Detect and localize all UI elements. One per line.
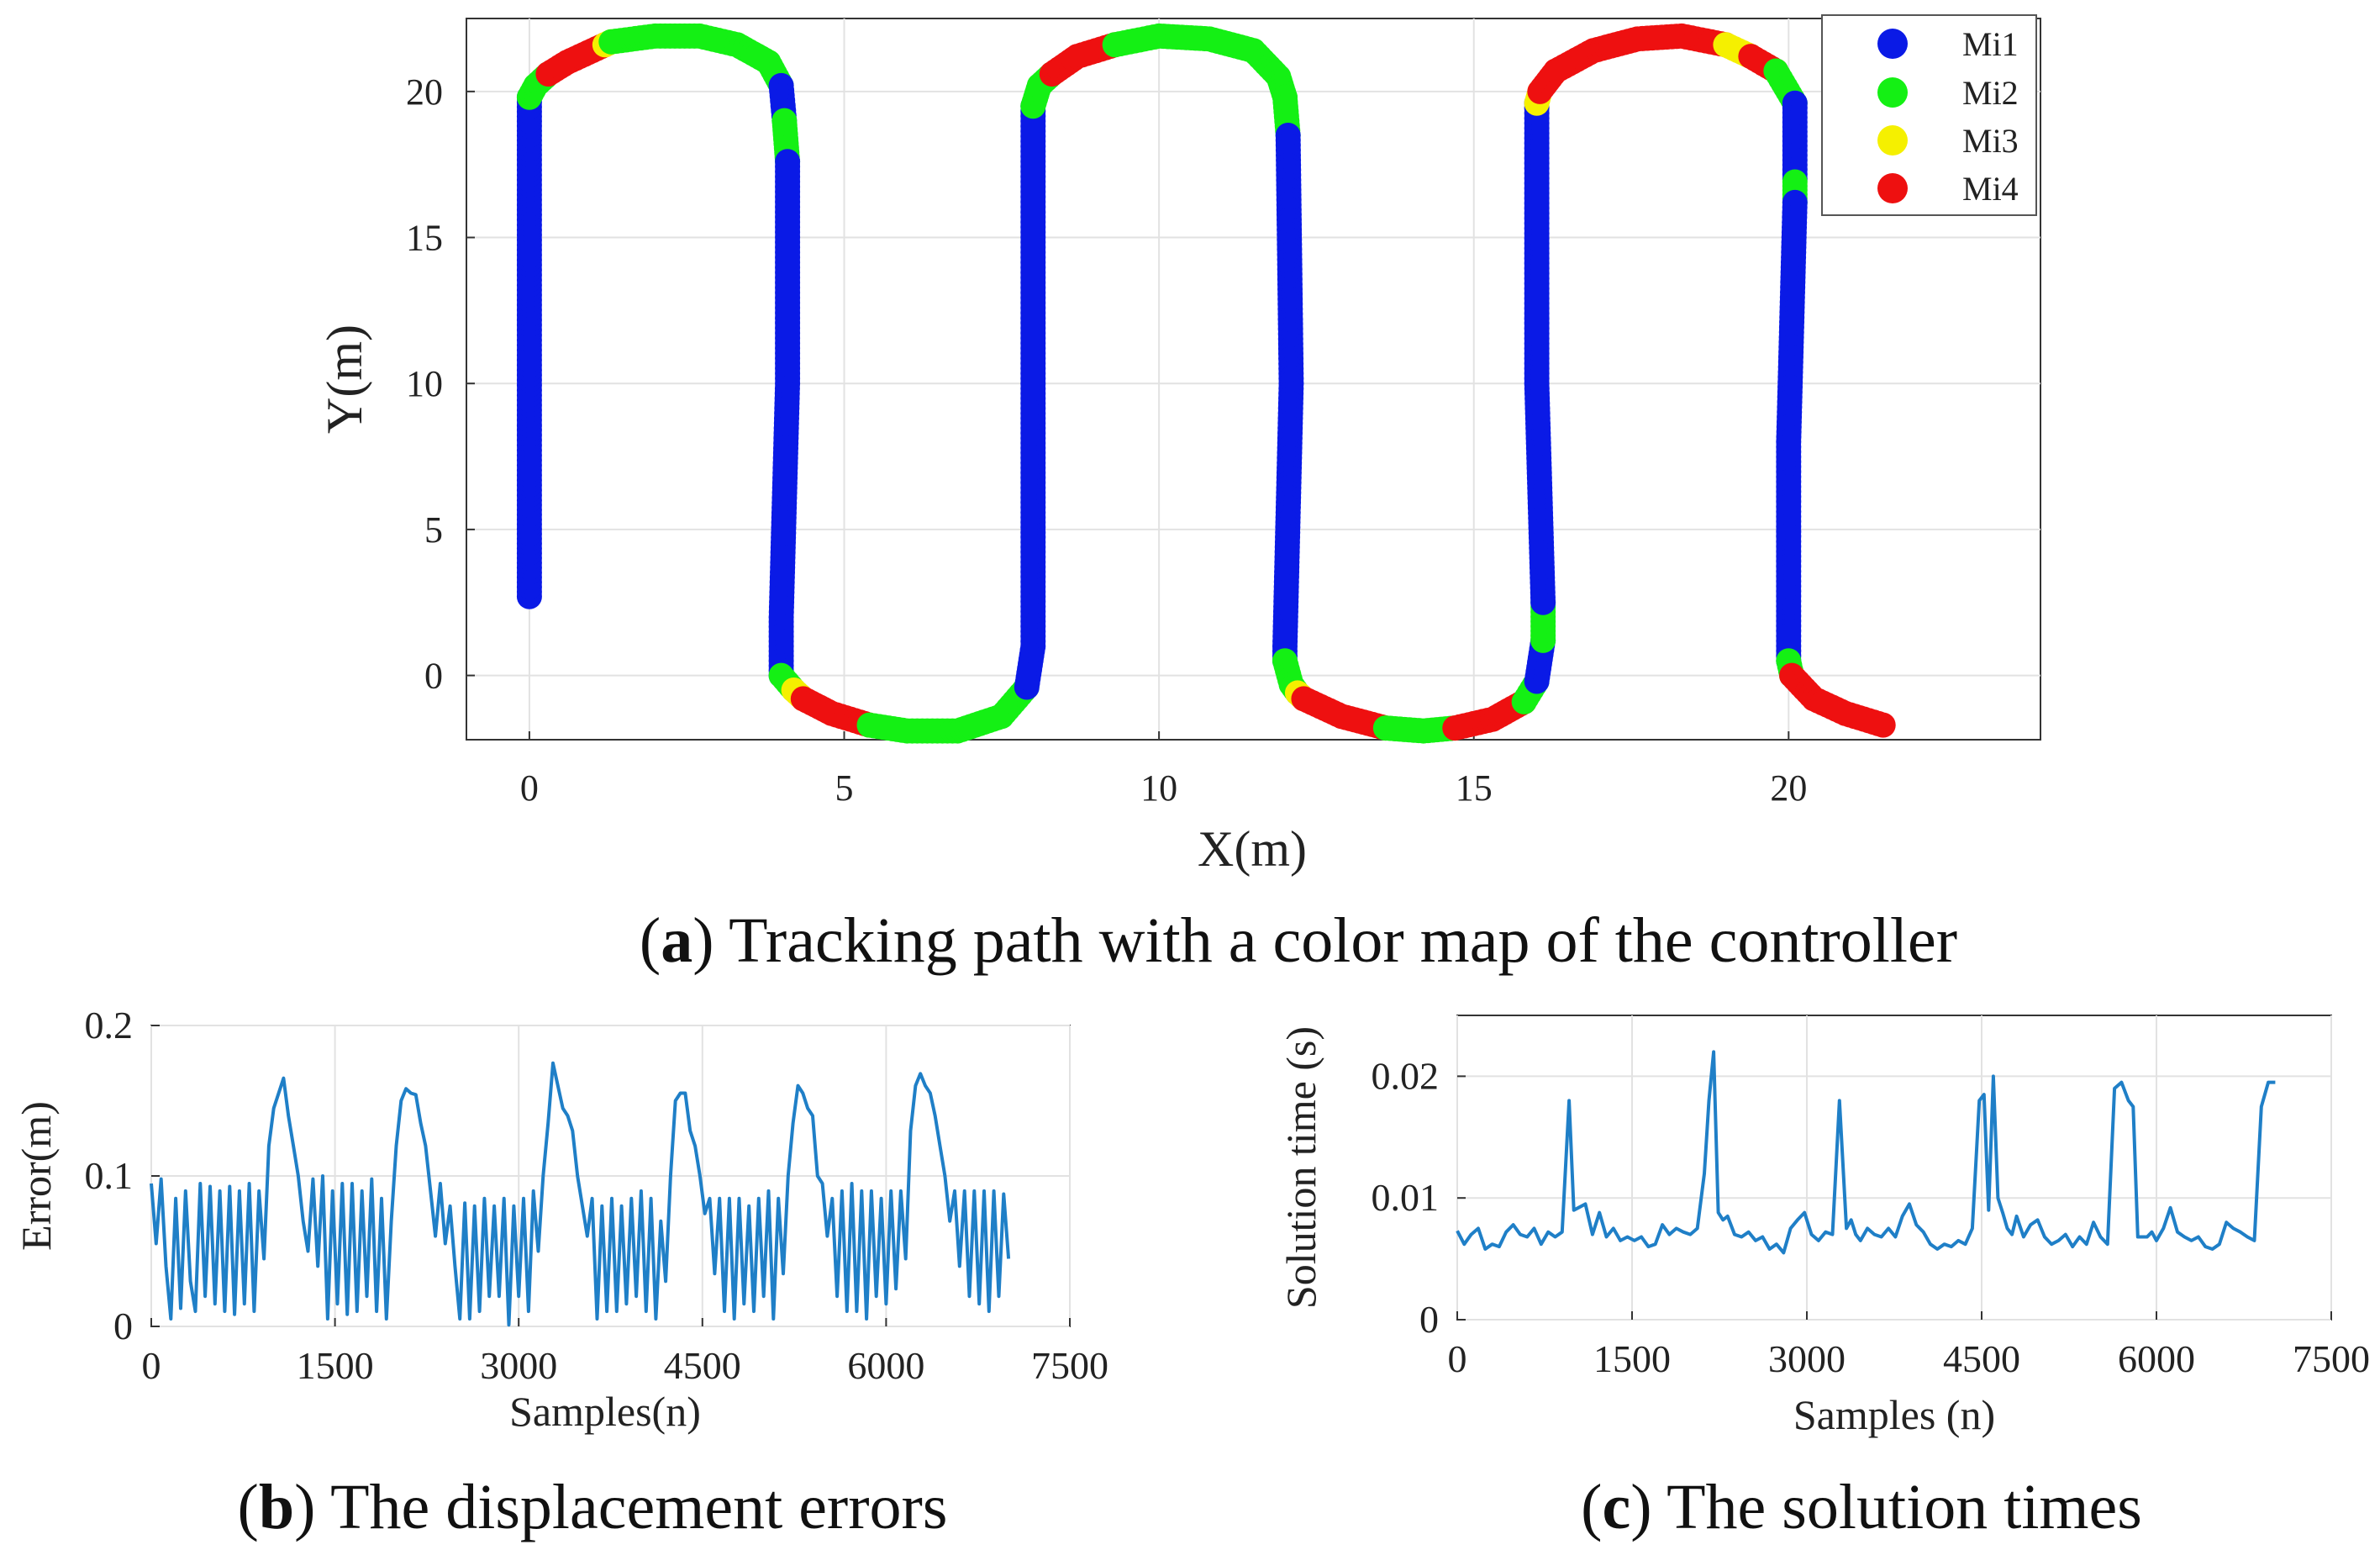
x-tick-label: 6000 xyxy=(847,1344,924,1387)
panel-c-grid xyxy=(1456,1015,2332,1321)
caption-b: (b) The displacement errors xyxy=(238,1472,948,1542)
x-tick-label: 1500 xyxy=(1593,1337,1671,1380)
x-tick-label: 3000 xyxy=(1768,1337,1846,1380)
x-tick-label: 1500 xyxy=(297,1344,374,1387)
x-tick-label: 7500 xyxy=(2293,1337,2370,1380)
x-tick-label: 6000 xyxy=(2118,1337,2195,1380)
caption-c-text: ) The solution times xyxy=(1630,1472,2142,1542)
y-tick-label: 0.1 xyxy=(85,1154,134,1197)
x-tick-label: 15 xyxy=(1456,767,1493,809)
legend-label-mi3: Mi3 xyxy=(1962,122,2019,160)
x-tick-label: 20 xyxy=(1770,767,1807,809)
panel-c-ylabel: Solution time (s) xyxy=(1277,1026,1324,1309)
caption-a: (a) Tracking path with a color map of th… xyxy=(640,905,1957,976)
x-tick-label: 4500 xyxy=(664,1344,741,1387)
panel-a-legend: Mi1 Mi2 Mi3 Mi4 xyxy=(1821,14,2037,216)
legend-label-mi1: Mi1 xyxy=(1962,25,2019,63)
y-tick-label: 0 xyxy=(113,1305,133,1347)
panel-a-xlabel: X(m) xyxy=(1198,821,1307,877)
x-tick-label: 0 xyxy=(520,767,539,809)
legend-marker-mi3 xyxy=(1877,125,1908,156)
y-tick-label: 0.2 xyxy=(85,1004,134,1047)
y-tick-label: 20 xyxy=(406,71,443,113)
panel-a-ticks: 0 5 10 15 20 0 5 10 15 20 xyxy=(406,71,1807,809)
caption-b-letter: b xyxy=(259,1472,294,1542)
legend-marker-mi2 xyxy=(1877,77,1908,108)
y-tick-label: 15 xyxy=(406,218,443,259)
panel-c-axes-box xyxy=(1456,1015,2332,1321)
y-tick-label: 0 xyxy=(424,656,443,697)
x-tick-label: 5 xyxy=(835,767,854,809)
x-tick-label: 3000 xyxy=(480,1344,557,1387)
panel-a-tracking-path: 0 5 10 15 20 0 5 10 15 20 X(m) Y(m) Mi1 Mi2 Mi3 M… xyxy=(317,14,2041,976)
y-tick-label: 5 xyxy=(424,509,443,551)
panel-a-ylabel: Y(m) xyxy=(317,324,372,434)
x-tick-label: 7500 xyxy=(1031,1344,1108,1387)
y-tick-label: 0.02 xyxy=(1372,1054,1440,1097)
legend-label-mi2: Mi2 xyxy=(1962,74,2019,112)
caption-a-letter: a xyxy=(661,905,692,976)
panel-c-ticks: 0 1500 3000 4500 6000 7500 0 0.01 0.02 xyxy=(1372,1054,2371,1380)
panel-a-path-markers xyxy=(516,23,1896,744)
y-tick-label: 0 xyxy=(1419,1298,1439,1341)
panel-b-ticks: 0 1500 3000 4500 6000 7500 0 0.1 0.2 xyxy=(85,1004,1109,1387)
x-tick-label: 10 xyxy=(1140,767,1177,809)
legend-marker-mi1 xyxy=(1877,29,1908,59)
panel-c-xlabel: Samples (n) xyxy=(1793,1391,1995,1438)
panel-b-xlabel: Samples(n) xyxy=(509,1388,701,1435)
x-tick-label: 4500 xyxy=(1943,1337,2020,1380)
caption-c-letter: c xyxy=(1602,1472,1630,1542)
caption-a-text: ) Tracking path with a color map of the … xyxy=(692,905,1957,976)
y-tick-label: 10 xyxy=(406,363,443,404)
caption-c: (c) The solution times xyxy=(1581,1472,2142,1542)
panel-c-solution-times: 0 1500 3000 4500 6000 7500 0 0.01 0.02 Samples (… xyxy=(1277,1015,2370,1542)
legend-marker-mi4 xyxy=(1877,173,1908,203)
legend-box xyxy=(1821,14,2037,216)
y-tick-label: 0.01 xyxy=(1372,1176,1440,1219)
x-tick-label: 0 xyxy=(142,1344,161,1387)
x-tick-label: 0 xyxy=(1448,1337,1467,1380)
panel-b-error-series xyxy=(150,1061,1011,1327)
caption-b-text: ) The displacement errors xyxy=(294,1472,947,1542)
legend-label-mi4: Mi4 xyxy=(1962,170,2019,208)
panel-b-ylabel: Error(m) xyxy=(13,1101,60,1251)
path-marker-mi4 xyxy=(1870,712,1896,738)
panel-c-solution-time-series xyxy=(1456,1050,2276,1255)
